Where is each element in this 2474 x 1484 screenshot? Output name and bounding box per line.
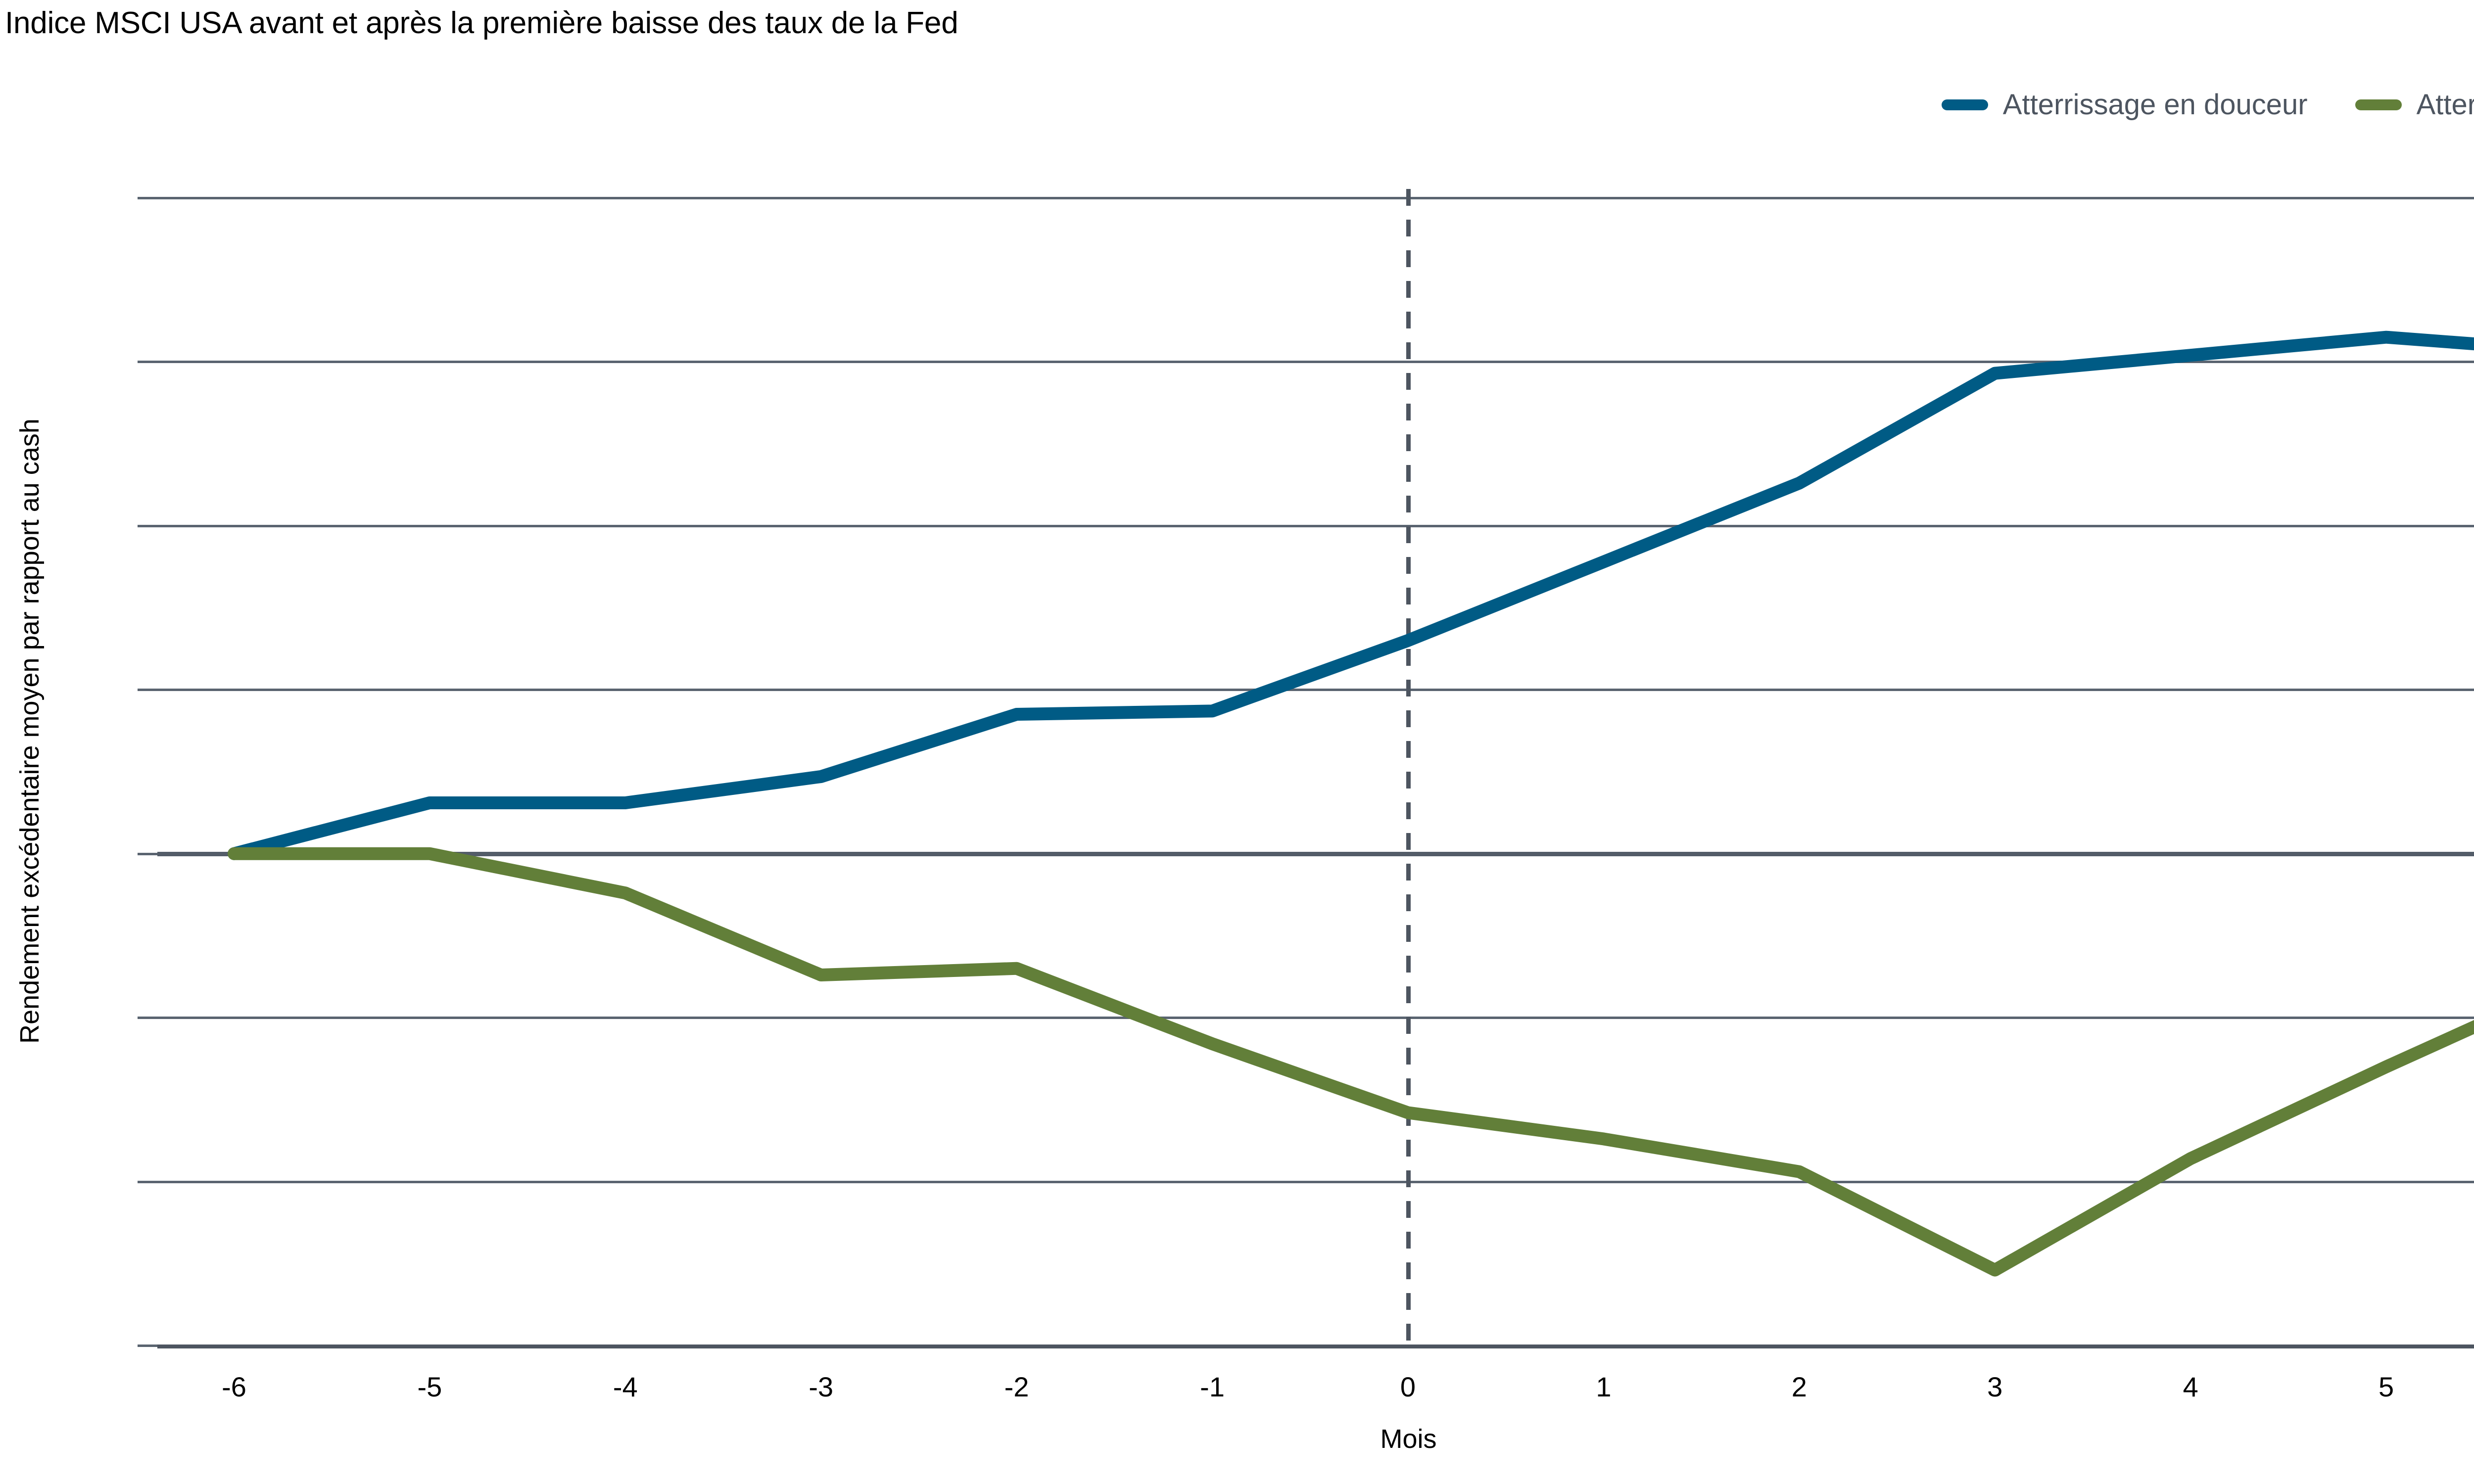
y-axis-tick-mark — [138, 361, 157, 364]
legend-item-soft-landing[interactable]: Atterrissage en douceur — [1941, 89, 2308, 121]
x-axis-tick-label: 5 — [2379, 1371, 2394, 1402]
y-axis-tick-mark — [138, 689, 157, 692]
y-axis-tick-mark — [138, 197, 157, 199]
x-axis-title: Mois — [1380, 1424, 1437, 1454]
gridline — [157, 1180, 2474, 1183]
page-title: Indice MSCI USA avant et après la premiè… — [5, 6, 958, 40]
legend-swatch-hard-landing — [2355, 99, 2402, 110]
x-axis-tick-label: -4 — [613, 1371, 638, 1402]
x-axis-tick-label: -3 — [809, 1371, 834, 1402]
event-marker-line — [1406, 189, 1411, 1349]
gridline — [157, 689, 2474, 692]
gridline — [157, 1345, 2474, 1348]
x-axis-tick-label: -2 — [1004, 1371, 1029, 1402]
legend-label-soft-landing: Atterrissage en douceur — [2002, 89, 2308, 121]
y-axis-tick-mark — [138, 524, 157, 527]
x-axis-tick-label: -6 — [222, 1371, 246, 1402]
legend-item-hard-landing[interactable]: Atterrissage dur — [2355, 90, 2474, 120]
x-axis-tick-label: -5 — [417, 1371, 442, 1402]
y-axis-tick-mark — [138, 1017, 157, 1020]
gridline — [157, 1017, 2474, 1020]
gridline — [157, 524, 2474, 527]
y-axis-title: Rendement excédentaire moyen par rapport… — [15, 418, 45, 1044]
x-axis-tick-label: -1 — [1200, 1371, 1225, 1402]
y-axis-tick-mark — [138, 1345, 157, 1347]
gridline — [157, 361, 2474, 364]
x-axis-tick-label: 2 — [1791, 1371, 1807, 1402]
plot-area: 20 %15 %10 %5 %0 %-5 %-10 %-15 %-6-5-4-3… — [138, 189, 2474, 1401]
series-layer — [228, 330, 2474, 1277]
gridline — [157, 197, 2474, 199]
y-axis-tick-mark — [138, 852, 157, 855]
x-axis-tick-label: 3 — [1987, 1371, 2003, 1402]
chart-legend: Atterrissage en douceur Atterrissage dur — [1941, 89, 2474, 121]
x-axis-tick-label: 4 — [2183, 1371, 2198, 1402]
legend-label-hard-landing: Atterrissage dur — [2416, 89, 2474, 121]
gridline — [157, 851, 2474, 856]
series-line-hard-landing[interactable] — [228, 847, 2474, 1277]
legend-swatch-soft-landing — [1941, 99, 1988, 110]
x-axis-tick-label: 0 — [1400, 1371, 1416, 1402]
y-axis-tick-mark — [138, 1180, 157, 1183]
series-line-soft-landing[interactable] — [228, 330, 2474, 860]
x-axis-tick-label: 1 — [1596, 1371, 1612, 1402]
